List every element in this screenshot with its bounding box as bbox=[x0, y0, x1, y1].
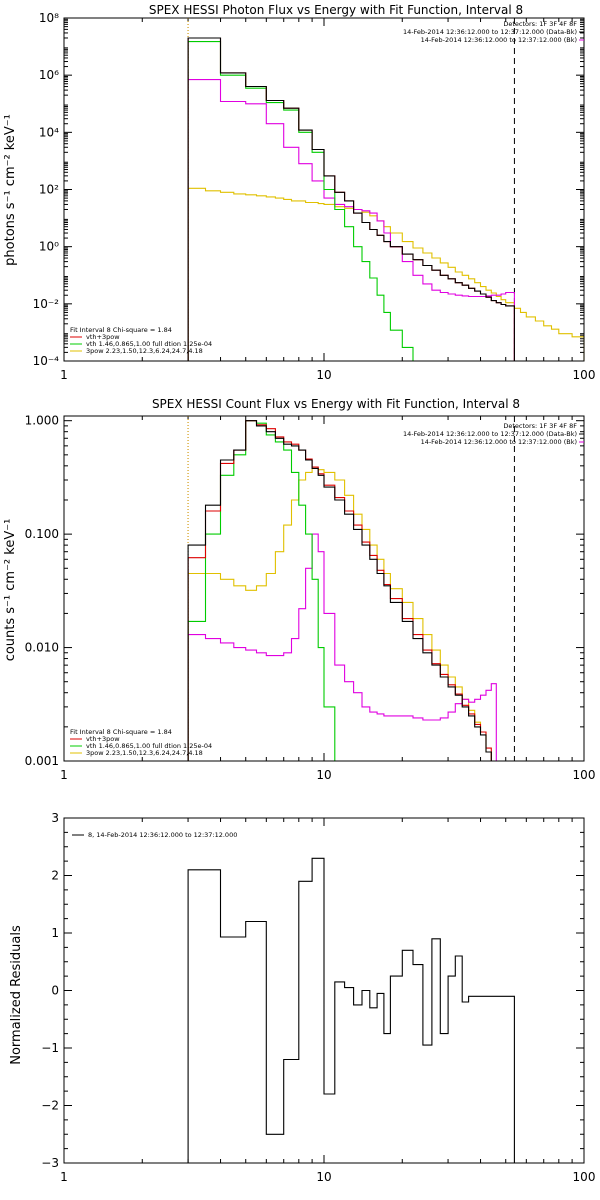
residuals-legend: 8, 14-Feb-2014 12:36:12.000 to 12:37:12.… bbox=[88, 831, 237, 839]
residuals-series-data bbox=[187, 857, 515, 1163]
count-flux-xtick-label: 100 bbox=[573, 768, 596, 782]
photon-flux-ylabel: photons s⁻¹ cm⁻² keV⁻¹ bbox=[3, 114, 18, 266]
residuals-ytick-label: 0 bbox=[51, 984, 59, 998]
residuals-xtick-label: 100 bbox=[573, 1170, 596, 1184]
count-flux-series-vth-3pow bbox=[187, 420, 492, 761]
count-flux-legend-vth: vth 1.46,0.865,1.00 full dtion 1.25e-04 bbox=[86, 742, 212, 750]
photon-flux-time-data: 14-Feb-2014 12:36:12.000 to 12:37:12.000… bbox=[403, 28, 577, 36]
photon-flux-ytick-label: 10² bbox=[39, 183, 59, 197]
count-flux-title: SPEX HESSI Count Flux vs Energy with Fit… bbox=[152, 397, 520, 411]
count-flux-ytick-label: 0.100 bbox=[25, 527, 59, 541]
photon-flux-series-3pow bbox=[187, 187, 585, 361]
residuals-ytick-label: −3 bbox=[41, 1156, 59, 1170]
photon-flux-panel: SPEX HESSI Photon Flux vs Energy with Fi… bbox=[3, 3, 595, 382]
count-flux-detectors: Detectors: 1F 3F 4F 8F bbox=[503, 422, 577, 430]
count-flux-series-bk bbox=[187, 533, 497, 761]
photon-flux-series-bk bbox=[187, 79, 515, 361]
count-flux-frame bbox=[63, 415, 585, 762]
count-flux-time-bk: 14-Feb-2014 12:36:12.000 to 12:37:12.000… bbox=[421, 438, 577, 446]
residuals-frame bbox=[63, 817, 585, 1164]
photon-flux-frame bbox=[63, 17, 585, 362]
photon-flux-ytick-label: 10⁰ bbox=[39, 240, 59, 254]
photon-flux-xtick-label: 100 bbox=[573, 368, 596, 382]
count-flux-time-data: 14-Feb-2014 12:36:12.000 to 12:37:12.000… bbox=[403, 430, 577, 438]
count-flux-panel: SPEX HESSI Count Flux vs Energy with Fit… bbox=[3, 397, 595, 782]
count-flux-ytick-label: 0.010 bbox=[25, 641, 59, 655]
photon-flux-legend-total: vth+3pow bbox=[86, 333, 120, 341]
photon-flux-series-data bbox=[187, 37, 515, 361]
photon-flux-ytick-label: 10⁶ bbox=[39, 68, 59, 82]
residuals-ytick-label: 1 bbox=[51, 926, 59, 940]
photon-flux-ytick-label: 10⁴ bbox=[39, 125, 59, 139]
count-flux-fit-header: Fit Interval 8 Chi-square = 1.84 bbox=[70, 728, 172, 736]
residuals-ylabel: Normalized Residuals bbox=[9, 925, 24, 1065]
photon-flux-legend-vth: vth 1.46,0.865,1.00 full dtion 1.25e-04 bbox=[86, 340, 212, 348]
photon-flux-xtick-label: 1 bbox=[60, 368, 68, 382]
photon-flux-xtick-label: 10 bbox=[316, 368, 331, 382]
count-flux-legend-3pow: 3pow 2.23,1.50,12.3,6.24,24.7,4.18 bbox=[86, 749, 203, 757]
count-flux-series-vth bbox=[187, 420, 345, 762]
residuals-ytick-label: 2 bbox=[51, 869, 59, 883]
photon-flux-ytick-label: 10⁸ bbox=[39, 11, 59, 25]
count-flux-legend-total: vth+3pow bbox=[86, 735, 120, 743]
photon-flux-legend-3pow: 3pow 2.23,1.50,12.3,6.24,24.7,4.18 bbox=[86, 347, 203, 355]
count-flux-ylabel: counts s⁻¹ cm⁻² keV⁻¹ bbox=[3, 519, 18, 662]
photon-flux-ytick-label: 10⁻⁴ bbox=[33, 354, 60, 368]
residuals-ytick-label: 3 bbox=[51, 811, 59, 825]
residuals-panel: Normalized Residuals −3 −2 −1 0 1 2 3 1 10 100 8,… bbox=[9, 811, 595, 1184]
count-flux-series-3pow bbox=[187, 467, 497, 762]
photon-flux-detectors: Detectors: 1F 3F 4F 8F bbox=[503, 20, 577, 28]
count-flux-ytick-label: 0.001 bbox=[25, 754, 59, 768]
count-flux-xtick-label: 1 bbox=[60, 768, 68, 782]
photon-flux-time-bk: 14-Feb-2014 12:36:12.000 to 12:37:12.000… bbox=[421, 36, 577, 44]
count-flux-series-data bbox=[187, 420, 492, 761]
count-flux-marks: 0.001 0.010 0.100 1.000 1 10 100 bbox=[25, 414, 596, 782]
photon-flux-ytick-label: 10⁻² bbox=[33, 297, 60, 311]
count-flux-xtick-label: 10 bbox=[316, 768, 331, 782]
residuals-marks: −3 −2 −1 0 1 2 3 1 10 100 bbox=[41, 811, 595, 1184]
photon-flux-fit-header: Fit Interval 8 Chi-square = 1.84 bbox=[70, 326, 172, 334]
photon-flux-series-vth-3pow bbox=[187, 37, 515, 361]
residuals-ytick-label: −1 bbox=[41, 1041, 59, 1055]
residuals-xtick-label: 10 bbox=[316, 1170, 331, 1184]
residuals-xtick-label: 1 bbox=[60, 1170, 68, 1184]
count-flux-ytick-label: 1.000 bbox=[25, 414, 59, 428]
residuals-ytick-label: −2 bbox=[41, 1099, 59, 1113]
photon-flux-title: SPEX HESSI Photon Flux vs Energy with Fi… bbox=[149, 3, 523, 17]
